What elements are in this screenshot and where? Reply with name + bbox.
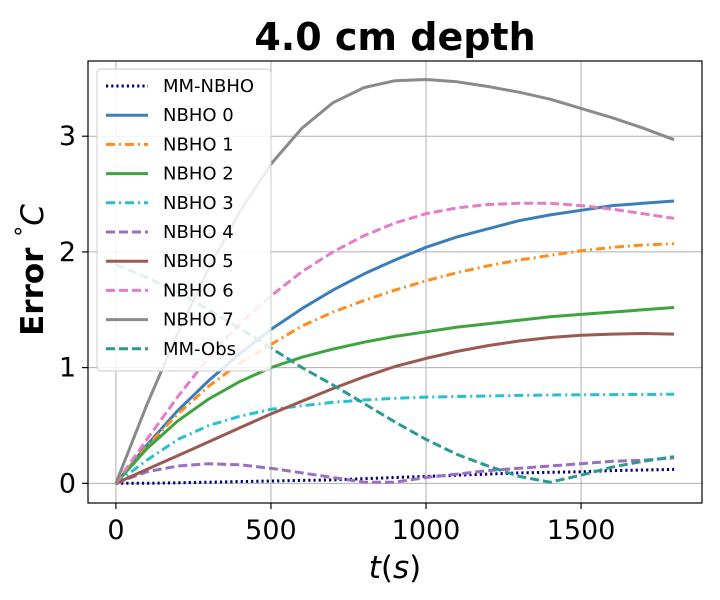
legend-label: MM-Obs: [163, 339, 236, 360]
plot-frame: [87, 60, 703, 504]
x-tick-label: 500: [245, 515, 297, 546]
x-tick-label: 1000: [392, 515, 461, 546]
legend-label: NBHO 3: [163, 193, 234, 214]
y-tick-label: 0: [59, 468, 76, 499]
legend-label: NBHO 4: [163, 222, 234, 243]
series-line-nbho-2: [114, 306, 675, 485]
y-axis-label: Error °C: [12, 204, 51, 336]
series-line-nbho-1: [114, 242, 675, 485]
legend-label: NBHO 1: [163, 134, 234, 155]
y-tick-label: 3: [59, 121, 76, 152]
x-tick-label: 1500: [547, 515, 616, 546]
legend: MM-NBHO NBHO 0 NBHO 1 NBHO 2 NBHO 3 NBHO 4 NBH…: [96, 68, 272, 372]
series-line-nbho-5: [115, 332, 675, 485]
legend-label: NBHO 0: [163, 105, 234, 126]
legend-label: NBHO 5: [163, 251, 234, 272]
x-axis-label: t(s): [369, 550, 422, 586]
series-line-mm-obs: [115, 263, 675, 484]
series-line-nbho-4: [115, 456, 675, 485]
legend-box: [96, 68, 272, 372]
axis-ticks: 0 500 1000 1500 0 1 2 3: [59, 121, 616, 546]
chart-title: 4.0 cm depth: [254, 15, 535, 59]
x-tick-label: 0: [107, 515, 124, 546]
series-line-nbho-0: [114, 199, 675, 485]
y-tick-label: 2: [59, 237, 76, 268]
legend-label: MM-NBHO: [163, 76, 254, 97]
legend-label: NBHO 7: [163, 310, 234, 331]
series-line-nbho-3: [115, 392, 675, 485]
legend-label: NBHO 2: [163, 164, 234, 185]
y-tick-label: 1: [59, 353, 76, 384]
series-line-mm-nbho: [115, 467, 675, 485]
legend-label: NBHO 6: [163, 280, 234, 301]
